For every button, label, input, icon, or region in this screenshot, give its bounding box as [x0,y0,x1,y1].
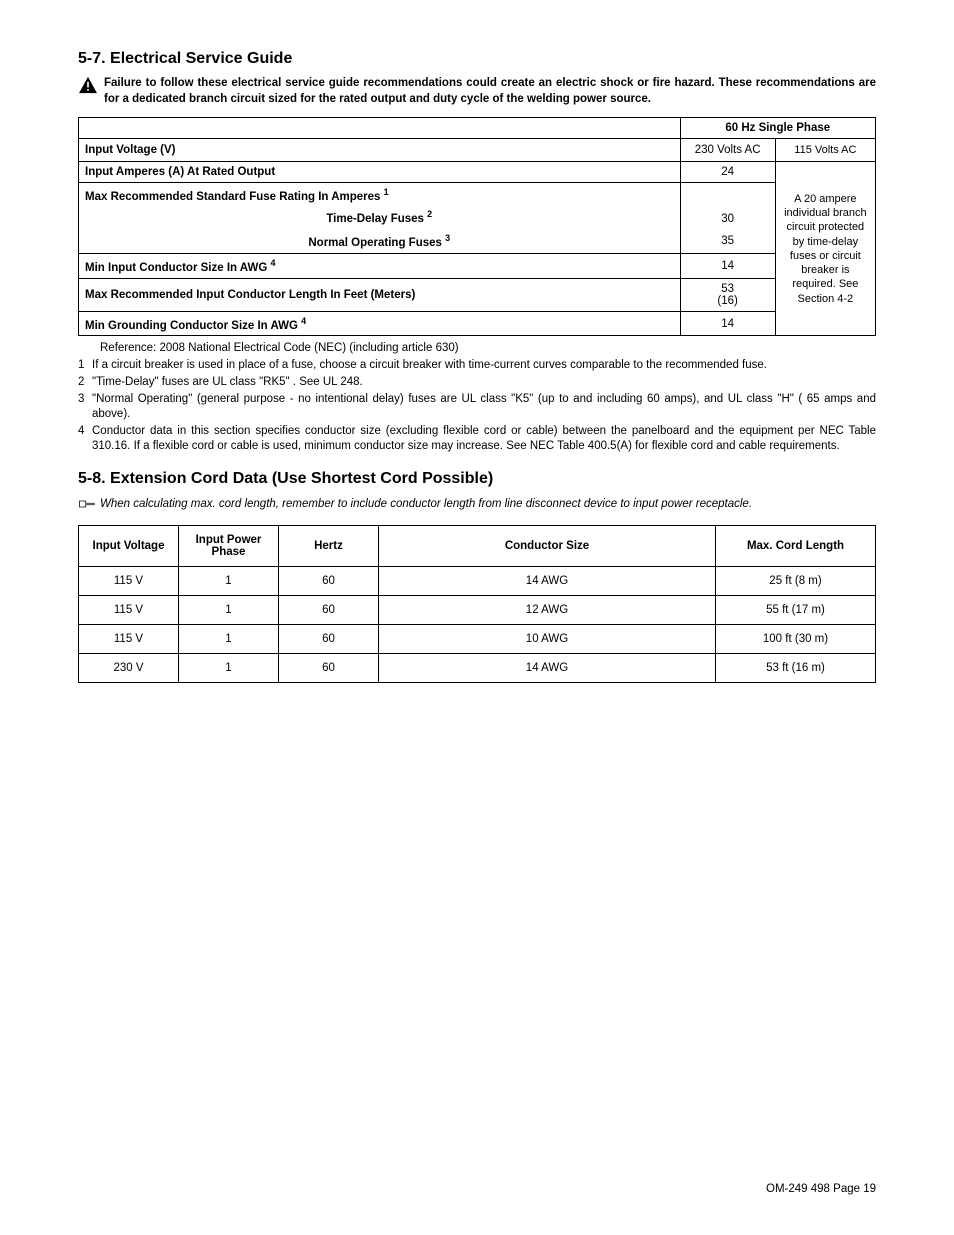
row-max-len-label: Max Recommended Input Conductor Length I… [79,278,681,311]
table-row: 115 V16012 AWG55 ft (17 m) [79,596,876,625]
note-115v: A 20 ampere individual branch circuit pr… [775,162,875,336]
sup-3: 3 [445,233,450,243]
ext-h-cond: Conductor Size [379,526,716,567]
warning-text: Failure to follow these electrical servi… [104,76,876,107]
warning-block: Failure to follow these electrical servi… [78,76,876,107]
table-cell: 25 ft (8 m) [716,567,876,596]
extension-cord-table: Input Voltage Input Power Phase Hertz Co… [78,525,876,683]
table-cell: 230 V [79,654,179,683]
table-row: 115 V16010 AWG100 ft (30 m) [79,625,876,654]
row-max-fuse-label: Max Recommended Standard Fuse Rating In … [79,183,681,229]
section-5-7-title: 5-7. Electrical Service Guide [78,50,876,68]
row-input-amperes-val: 24 [680,162,775,183]
footnote-1: 1If a circuit breaker is used in place o… [78,358,876,373]
header-60hz: 60 Hz Single Phase [680,118,876,139]
min-ground-text: Min Grounding Conductor Size In AWG [85,319,301,331]
min-ground-val: 14 [680,311,775,336]
max-len-top: 53 [687,283,769,295]
table-row: 230 V16014 AWG53 ft (16 m) [79,654,876,683]
table-row: 115 V16014 AWG25 ft (8 m) [79,567,876,596]
row-input-voltage-label: Input Voltage (V) [79,139,681,162]
table-cell: 60 [279,625,379,654]
table-cell: 14 AWG [379,654,716,683]
footnote-4: 4Conductor data in this section specifie… [78,424,876,454]
calc-note: When calculating max. cord length, remem… [78,498,876,513]
electrical-service-table: 60 Hz Single Phase Input Voltage (V) 230… [78,117,876,336]
footnote-3: 3"Normal Operating" (general purpose - n… [78,392,876,422]
time-delay-text: Time-Delay Fuses [326,213,427,225]
footnote-2: 2"Time-Delay" fuses are UL class "RK5" .… [78,375,876,390]
table-cell: 1 [179,625,279,654]
table-cell: 12 AWG [379,596,716,625]
col-230v: 230 Volts AC [680,139,775,162]
max-len-bot: (16) [687,295,769,307]
sup-4a: 4 [270,258,275,268]
table-cell: 1 [179,596,279,625]
table-cell: 53 ft (16 m) [716,654,876,683]
table-cell: 1 [179,654,279,683]
table-cell: 100 ft (30 m) [716,625,876,654]
ext-h-len: Max. Cord Length [716,526,876,567]
table-cell: 55 ft (17 m) [716,596,876,625]
calc-note-text: When calculating max. cord length, remem… [100,498,752,510]
section-5-8-title: 5-8. Extension Cord Data (Use Shortest C… [78,470,876,488]
reference-line: Reference: 2008 National Electrical Code… [100,342,876,354]
table-cell: 115 V [79,625,179,654]
min-input-cond-val: 14 [680,253,775,278]
table-cell: 10 AWG [379,625,716,654]
page-footer: OM-249 498 Page 19 [766,1183,876,1195]
sup-1: 1 [384,187,389,197]
normal-op-val: 35 [680,229,775,253]
row-input-amperes-label: Input Amperes (A) At Rated Output [79,162,681,183]
sup-4b: 4 [301,316,306,326]
row-min-ground-label: Min Grounding Conductor Size In AWG 4 [79,311,681,336]
sup-2: 2 [427,209,432,219]
normal-op-text: Normal Operating Fuses [308,237,445,249]
pointing-hand-icon [78,498,96,513]
min-input-cond-text: Min Input Conductor Size In AWG [85,262,270,274]
ext-h-hertz: Hertz [279,526,379,567]
table-cell: 60 [279,567,379,596]
warning-icon [78,76,98,97]
col-115v: 115 Volts AC [775,139,875,162]
ext-h-voltage: Input Voltage [79,526,179,567]
table-cell: 60 [279,654,379,683]
table-cell: 60 [279,596,379,625]
table-cell: 1 [179,567,279,596]
max-fuse-text: Max Recommended Standard Fuse Rating In … [85,191,384,203]
table-cell: 14 AWG [379,567,716,596]
row-normal-op-label: Normal Operating Fuses 3 [79,229,681,253]
table-cell: 115 V [79,567,179,596]
time-delay-val: 30 [680,183,775,229]
max-len-val: 53 (16) [680,278,775,311]
ext-h-phase: Input Power Phase [179,526,279,567]
row-min-input-cond-label: Min Input Conductor Size In AWG 4 [79,253,681,278]
table-cell: 115 V [79,596,179,625]
